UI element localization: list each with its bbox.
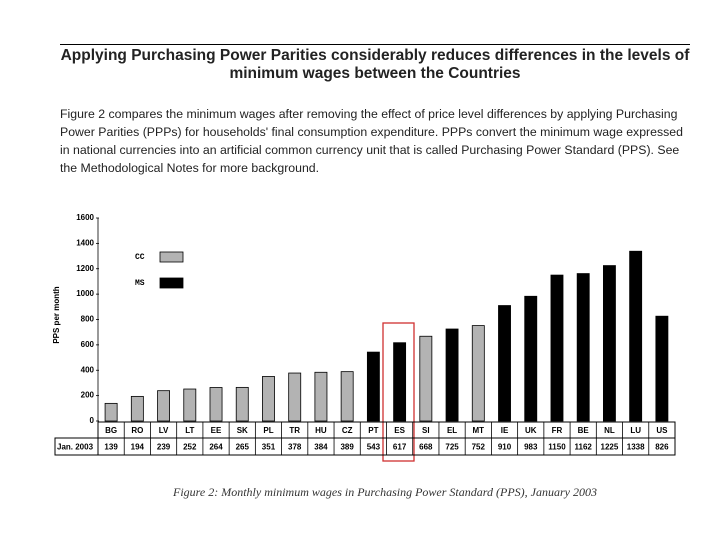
y-tick-label: 600 (81, 340, 95, 349)
value-label: 265 (236, 443, 250, 452)
legend-label: MS (135, 279, 145, 288)
value-label: 910 (498, 443, 512, 452)
bar (262, 376, 275, 422)
x-tick-label: BG (105, 426, 117, 435)
bar (498, 305, 511, 422)
x-tick-label: SI (422, 426, 430, 435)
highlight-box (382, 322, 415, 462)
y-tick-label: 1600 (76, 213, 94, 222)
x-tick-label: TR (289, 426, 300, 435)
value-label: 1162 (575, 443, 593, 452)
paragraph: Figure 2 compares the minimum wages afte… (60, 107, 683, 175)
bar (655, 315, 669, 422)
x-tick-label: CZ (342, 426, 353, 435)
y-tick-label: 1000 (76, 289, 94, 298)
bar (130, 395, 144, 422)
bar (288, 372, 302, 422)
value-label: 983 (524, 443, 538, 452)
y-tick-label: 200 (81, 391, 95, 400)
y-tick-label: 1200 (76, 264, 94, 273)
legend-swatch (159, 277, 184, 289)
bar (550, 274, 564, 422)
bar (104, 402, 118, 422)
bar (366, 351, 380, 422)
legend-label: CC (135, 253, 145, 262)
legend-swatch (159, 251, 184, 263)
slide-title: Applying Purchasing Power Parities consi… (60, 44, 690, 83)
value-label: 543 (367, 443, 381, 452)
x-tick-label: EL (447, 426, 457, 435)
x-tick-label: EE (211, 426, 222, 435)
value-label: 139 (104, 443, 118, 452)
y-tick-label: 0 (90, 416, 95, 425)
value-label: 1150 (548, 443, 566, 452)
value-label: 389 (340, 443, 354, 452)
y-tick-label: 1400 (76, 238, 94, 247)
x-tick-label: ES (394, 426, 405, 435)
bar (235, 386, 249, 422)
bar (157, 390, 171, 422)
x-tick-label: RO (131, 426, 143, 435)
value-label: 752 (472, 443, 486, 452)
x-tick-label: LU (630, 426, 641, 435)
value-label: 378 (288, 443, 302, 452)
value-label: 264 (209, 443, 223, 452)
bar (209, 387, 223, 422)
bar (602, 265, 616, 422)
table-row-frame (54, 437, 99, 456)
value-label: 668 (419, 443, 433, 452)
figure-caption: Figure 2: Monthly minimum wages in Purch… (173, 485, 597, 499)
row-label: Jan. 2003 (57, 443, 94, 452)
value-label: 617 (393, 443, 407, 452)
x-tick-label: FR (552, 426, 563, 435)
bar (183, 388, 197, 422)
value-label: 1338 (627, 443, 645, 452)
value-label: 1225 (601, 443, 619, 452)
x-tick-label: HU (315, 426, 327, 435)
x-tick-label: BE (578, 426, 590, 435)
bar (393, 342, 407, 422)
y-tick-label: 400 (81, 365, 95, 374)
value-label: 826 (655, 443, 669, 452)
x-tick-label: LT (185, 426, 194, 435)
bar (445, 328, 459, 422)
x-tick-label: UK (525, 426, 537, 435)
x-tick-label: US (656, 426, 668, 435)
x-tick-label: NL (604, 426, 615, 435)
y-tick-label: 800 (81, 315, 95, 324)
value-label: 725 (445, 443, 459, 452)
bar (524, 295, 538, 422)
bar (419, 335, 433, 422)
bar (629, 250, 643, 422)
y-axis-label: PPS per month (52, 286, 61, 343)
x-tick-label: MT (473, 426, 485, 435)
value-label: 351 (262, 443, 276, 452)
x-tick-label: PT (368, 426, 378, 435)
x-tick-label: IE (501, 426, 509, 435)
x-tick-label: SK (237, 426, 248, 435)
bar (314, 371, 328, 422)
x-tick-label: PL (263, 426, 273, 435)
bar (340, 371, 354, 422)
value-label: 239 (157, 443, 171, 452)
value-label: 252 (183, 443, 197, 452)
value-label: 194 (131, 443, 145, 452)
value-label: 384 (314, 443, 328, 452)
bar (576, 273, 590, 422)
bar (471, 325, 485, 422)
x-tick-label: LV (159, 426, 169, 435)
